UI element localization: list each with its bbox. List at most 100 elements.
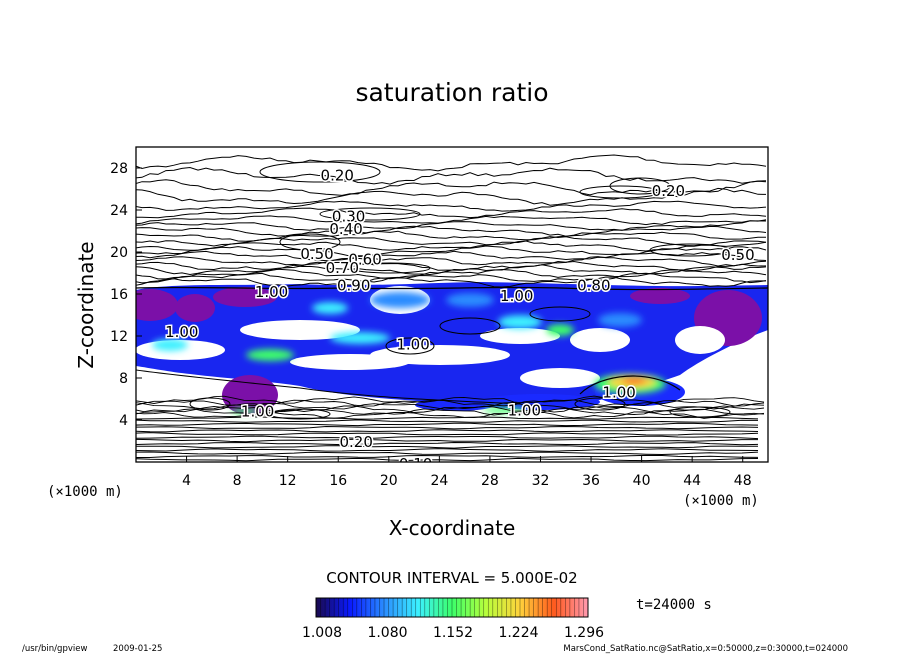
footer-date: 2009-01-25 <box>113 644 162 654</box>
contour-label: 0.20 <box>340 433 373 451</box>
contour-loop <box>349 262 431 274</box>
contour-label: 0.60 <box>348 250 381 268</box>
contour-loop <box>579 185 661 199</box>
x-tick-label: 4 <box>182 473 191 489</box>
contour-loop <box>529 306 591 322</box>
field-highlight <box>622 378 646 384</box>
contour-loop <box>189 397 231 411</box>
contour-line <box>136 429 759 433</box>
contour-loop <box>279 233 341 251</box>
x-tick-label: 44 <box>683 473 701 489</box>
contour-line <box>136 245 767 257</box>
contour-line <box>136 200 767 212</box>
field-highlight <box>546 324 574 336</box>
contour-label: 0.70 <box>326 259 359 277</box>
y-tick-label: 8 <box>119 371 128 387</box>
contour-line <box>136 215 767 226</box>
time-label: t=24000 s <box>636 597 712 613</box>
contour-loop <box>259 161 381 183</box>
subsaturated-hole <box>675 326 725 354</box>
contour-loop <box>574 397 626 411</box>
x-unit-label: (×1000 m) <box>47 484 123 500</box>
field-patch <box>136 289 178 321</box>
y-tick-label: 28 <box>110 161 128 177</box>
contour-line <box>136 402 765 410</box>
contour-label: 1.00 <box>396 335 429 353</box>
contour-label: 1.00 <box>602 384 635 402</box>
contour-line <box>136 419 759 423</box>
colorbar-label: 1.152 <box>433 625 473 641</box>
field-highlight <box>312 302 348 314</box>
y-tick-label: 24 <box>110 203 128 219</box>
contour-line <box>136 454 759 458</box>
plot-frame <box>135 146 769 463</box>
contour-line <box>136 435 759 440</box>
x-tick-label: 32 <box>532 473 550 489</box>
contour-line <box>136 395 765 405</box>
contour-label: 0.50 <box>300 245 333 263</box>
field-highlight <box>498 315 542 329</box>
contour-line <box>136 220 767 231</box>
colorbar-labels: 1.008 1.080 1.152 1.224 1.296 <box>302 625 604 641</box>
contour-line <box>136 225 767 237</box>
contour-line <box>136 425 759 430</box>
contour-loop <box>269 408 331 420</box>
y-axis-label: Z-coordinate <box>74 241 98 368</box>
contour-labels: 0.20 0.20 0.300.40 0.50 0.600.700.90 0.80 0.50… <box>164 165 757 473</box>
contour-line <box>136 438 758 443</box>
contour-line <box>136 445 759 449</box>
contour-loop <box>649 243 731 257</box>
contour-label: 0.90 <box>337 277 370 295</box>
x-tick-label: 24 <box>430 473 448 489</box>
x-tick-label: 36 <box>582 473 600 489</box>
x-axis: 4 8 12 16 20 24 28 32 36 40 44 48 <box>182 456 752 489</box>
contour-line <box>136 411 765 419</box>
x-tick-label: 16 <box>329 473 347 489</box>
x-tick-label: 40 <box>633 473 651 489</box>
field-highlight <box>330 332 390 344</box>
field-patch <box>630 288 690 304</box>
contour-label: 0.20 <box>652 182 685 200</box>
y-axis: 4 8 12 16 20 24 28 <box>110 161 142 429</box>
contour-line <box>136 154 767 172</box>
y-tick-label: 12 <box>110 329 128 345</box>
contour-line-saturation <box>136 369 521 405</box>
field-highlights <box>152 292 666 414</box>
contour-line <box>136 207 767 219</box>
contour-label: 0.80 <box>577 277 610 295</box>
contour-line <box>136 187 767 206</box>
contour-label: 1.00 <box>241 403 274 421</box>
contour-line-saturation <box>136 286 768 291</box>
x-tick-label: 28 <box>481 473 499 489</box>
x-unit-label-right: (×1000 m) <box>683 493 759 509</box>
colorbar-label: 1.008 <box>302 625 342 641</box>
saturation-field <box>136 282 768 415</box>
colorbar-ticks <box>320 598 584 617</box>
colorbar-label: 1.224 <box>498 625 538 641</box>
contour-lines <box>136 154 768 462</box>
contour-line <box>136 276 766 288</box>
contour-loop <box>439 317 501 335</box>
subsaturated-hole <box>290 354 410 370</box>
colorbar-label: 1.296 <box>564 625 604 641</box>
x-axis-label: X-coordinate <box>389 516 516 540</box>
footer-program: /usr/bin/gpview <box>22 644 87 654</box>
contour-line <box>136 264 767 276</box>
contour-label: 0.10 <box>399 455 432 473</box>
contour-interval-text: CONTOUR INTERVAL = 5.000E-02 <box>326 569 577 587</box>
field-highlight <box>446 293 494 307</box>
contour-line <box>136 240 767 252</box>
contour-line <box>136 407 765 416</box>
footer-source: MarsCond_SatRatio.nc@SatRatio,x=0:50000,… <box>563 644 848 654</box>
contour-line <box>136 230 766 242</box>
contour-label: 0.50 <box>721 246 754 264</box>
contour-label: 0.30 <box>332 207 365 225</box>
y-tick-label: 20 <box>110 245 128 261</box>
contour-line <box>136 448 759 452</box>
x-tick-label: 8 <box>233 473 242 489</box>
contour-line <box>136 256 767 267</box>
field-highlight <box>598 313 642 327</box>
colorbar-label: 1.080 <box>367 625 407 641</box>
contour-label: 1.00 <box>255 283 288 301</box>
